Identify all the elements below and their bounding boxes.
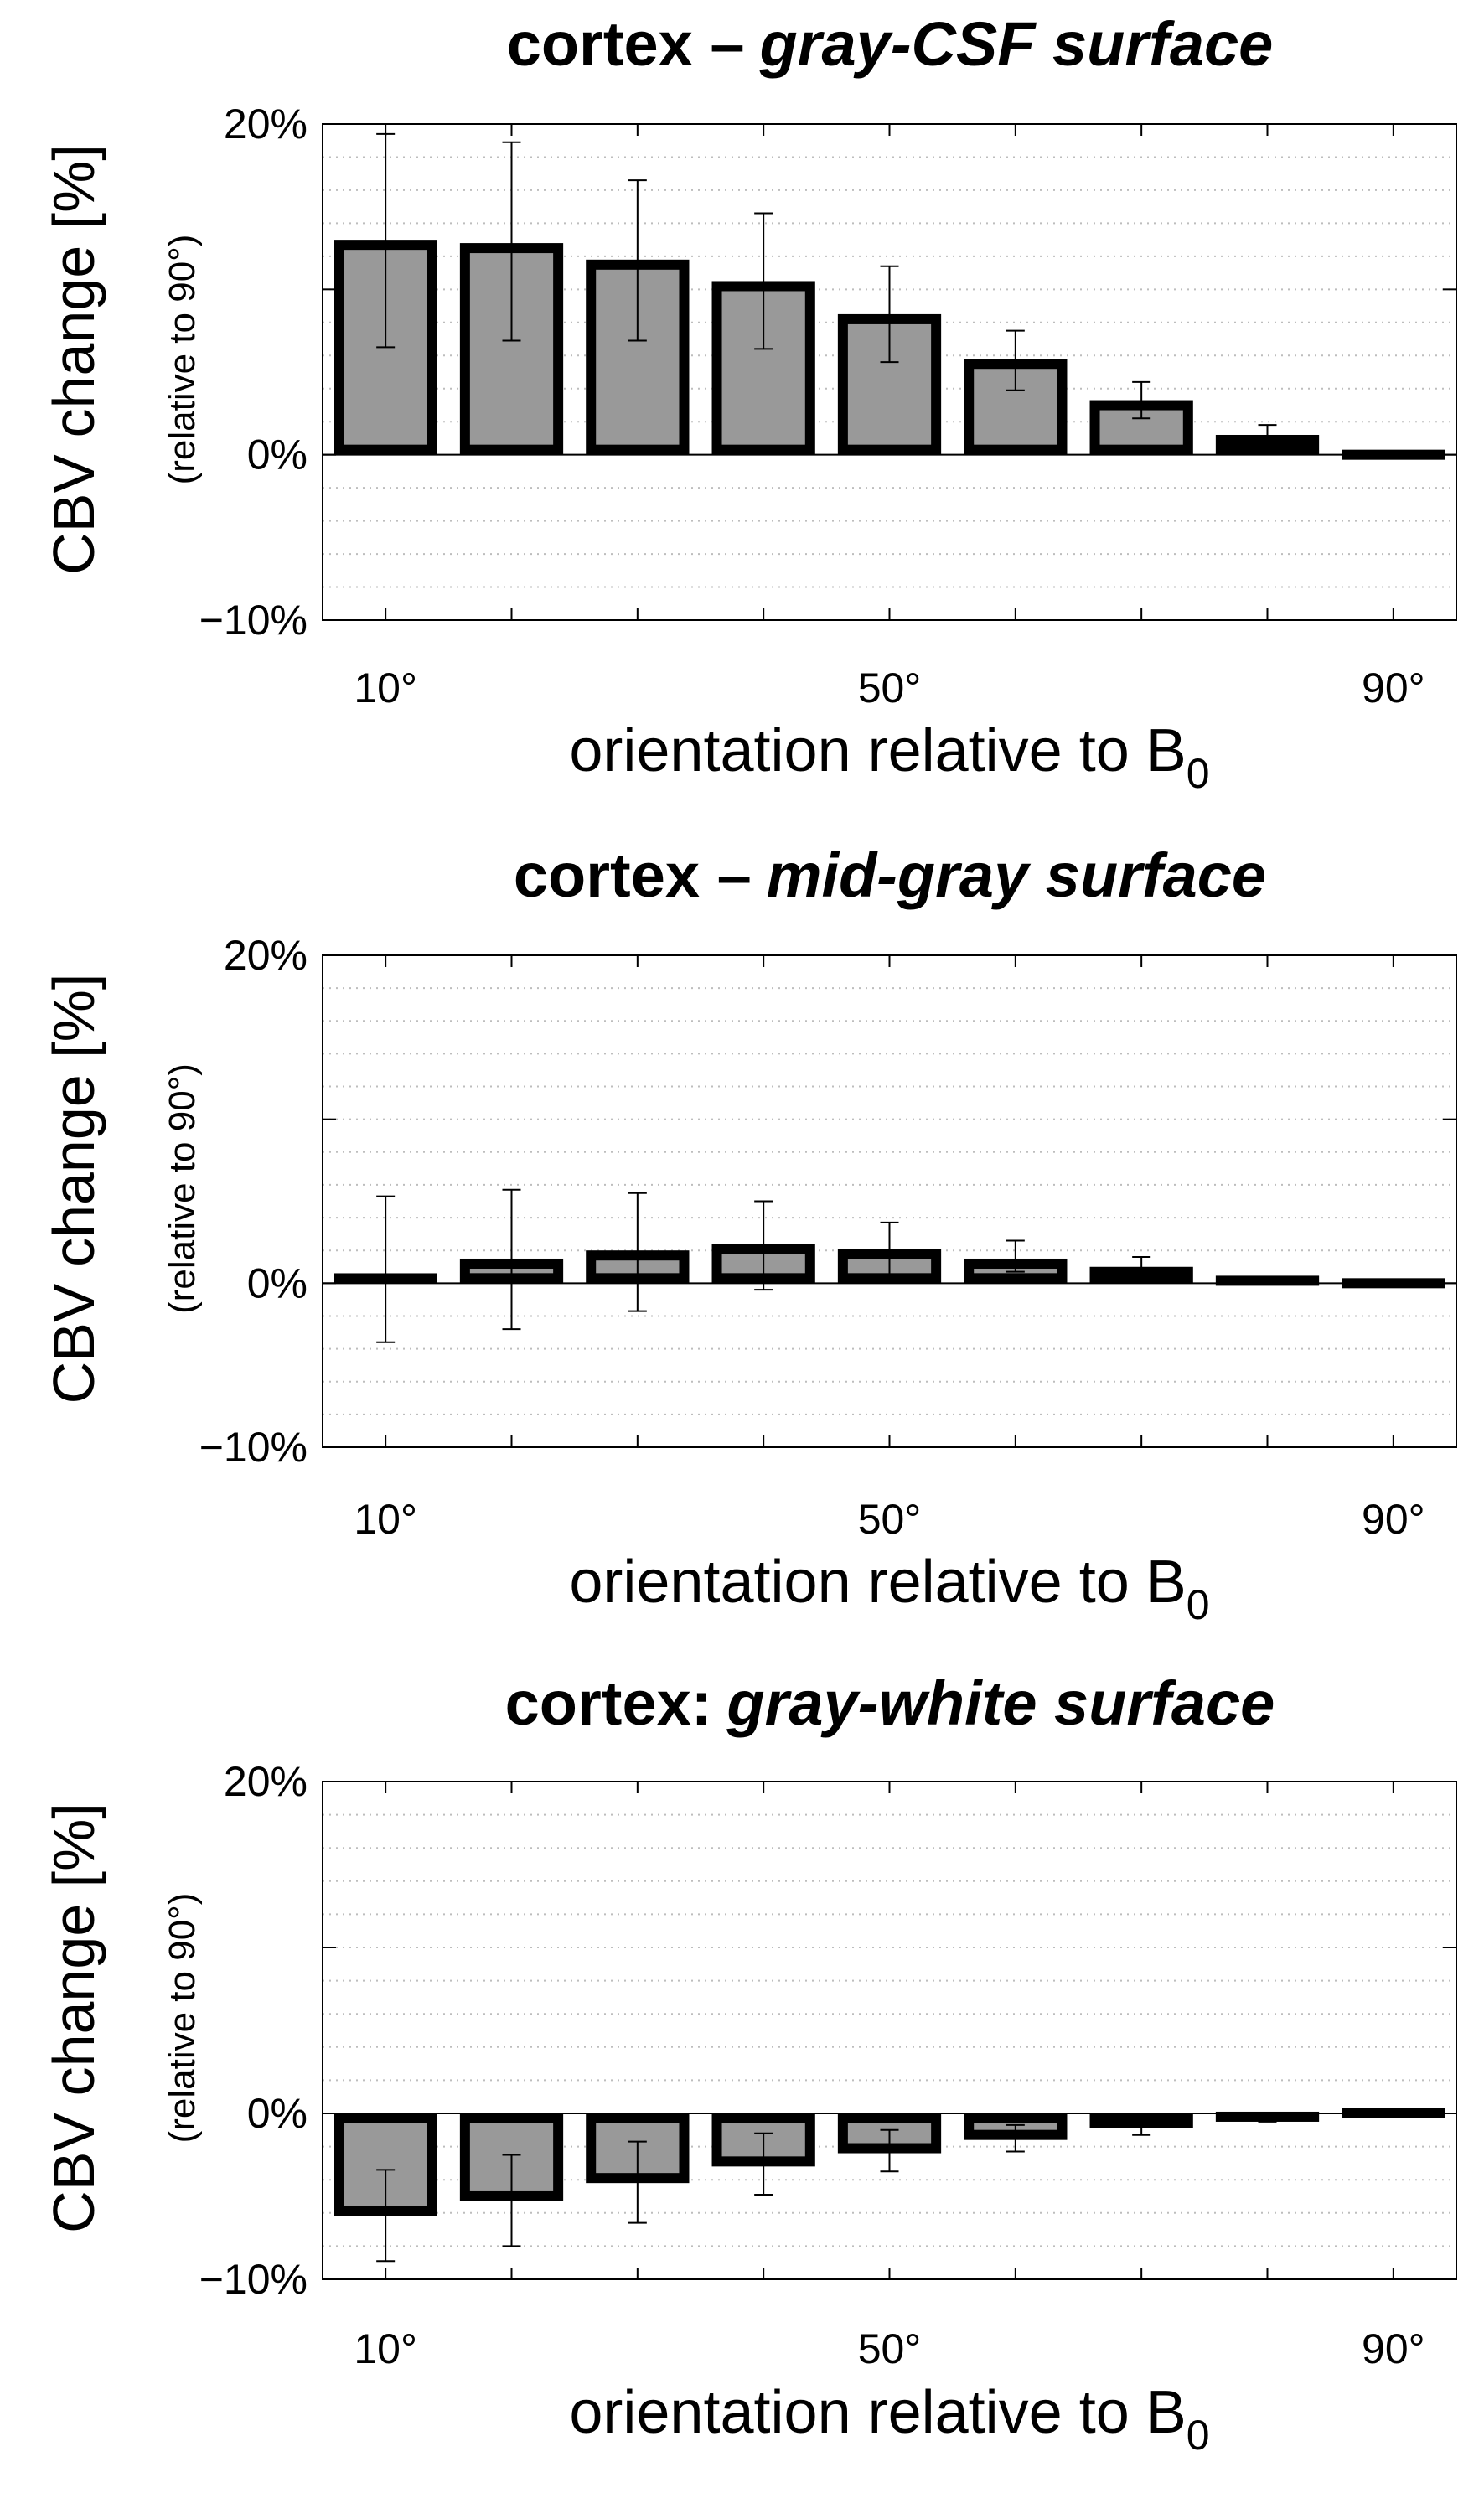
y-tick-label: 0% [247, 432, 308, 478]
error-bar [502, 2154, 521, 2247]
x-axis-label: orientation relative to B0 [569, 1549, 1209, 1628]
error-bar [1132, 1256, 1151, 1276]
title-main: cortex: [505, 1668, 712, 1738]
y-axis-label: CBV change [%] [41, 1803, 106, 2233]
error-bar [376, 2169, 396, 2263]
y-tick-label: −10% [199, 2256, 308, 2303]
error-bar [1132, 2118, 1151, 2136]
x-axis-label-text: orientation relative to B [569, 1549, 1186, 1616]
x-axis-label-text: orientation relative to B [569, 2379, 1186, 2446]
minor-grid [323, 987, 1456, 1415]
error-bar [754, 212, 773, 350]
y-tick-label: 0% [247, 1259, 308, 1306]
x-tick-label: 90° [1362, 2325, 1425, 2372]
y-axis-sublabel: (relative to 90°) [162, 1063, 203, 1314]
bar [586, 259, 690, 455]
y-tick-label: −10% [199, 1424, 308, 1471]
y-tick-label: −10% [199, 597, 308, 644]
x-tick-label: 50° [858, 1496, 922, 1543]
error-bar [880, 1221, 899, 1276]
error-bar [1006, 329, 1025, 391]
y-axis-sublabel: (relative to 90°) [162, 1893, 203, 2144]
x-axis-label-subscript: 0 [1187, 750, 1210, 797]
x-tick-label: 50° [858, 665, 922, 711]
error-bar [502, 141, 521, 342]
y-tick-label: 0% [247, 2090, 308, 2137]
chart-title: cortex – gray-CSF surface [507, 9, 1274, 79]
x-axis-label-subscript: 0 [1187, 2412, 1210, 2459]
axes-box [322, 954, 1457, 1448]
error-bar [880, 2128, 899, 2173]
error-bar [754, 1200, 773, 1291]
y-axis-label: CBV change [%] [41, 974, 106, 1404]
error-bar [376, 1195, 396, 1343]
chart-title: cortex – mid-gray surface [514, 840, 1266, 910]
title-main: cortex – [507, 9, 745, 79]
chart-panel-1: cortex – gray-CSF surface 20% 0% −10% 10° 50° 9… [41, 9, 1457, 797]
title-emphasis: gray-white surface [726, 1668, 1275, 1738]
x-axis-label-text: orientation relative to B [569, 717, 1186, 784]
x-tick-label: 90° [1362, 665, 1425, 711]
y-tick-label: 20% [224, 101, 308, 147]
y-axis-label: CBV change [%] [41, 144, 106, 575]
error-bar [502, 1188, 521, 1331]
x-tick-label: 50° [858, 2325, 922, 2372]
x-axis-label: orientation relative to B0 [569, 2379, 1209, 2459]
chart-panel-2: cortex – mid-gray surface 20% 0% −10% 10° 50° 9… [41, 840, 1457, 1628]
y-axis-sublabel: (relative to 90°) [162, 235, 203, 485]
error-bar [880, 265, 899, 364]
y-tick-label: 20% [224, 1758, 308, 1805]
x-tick-label: 10° [354, 665, 417, 711]
title-main: cortex – [514, 840, 752, 910]
error-bar [628, 179, 647, 342]
error-bar [628, 1192, 647, 1312]
x-axis-label-subscript: 0 [1187, 1581, 1210, 1628]
error-bar [628, 2140, 647, 2224]
chart-panel-3: cortex: gray-white surface 20% 0% −10% 10° 50°… [41, 1668, 1457, 2459]
error-bar [1258, 1275, 1277, 1281]
title-emphasis: mid-gray surface [767, 840, 1266, 910]
axes-box [322, 1781, 1457, 2280]
error-bar [1132, 380, 1151, 420]
error-bar [754, 2132, 773, 2196]
error-bar [1258, 424, 1277, 446]
error-bar [1006, 1239, 1025, 1273]
x-tick-label: 10° [354, 1496, 417, 1543]
error-bar [1006, 2123, 1025, 2153]
y-tick-label: 20% [224, 932, 308, 979]
title-emphasis: gray-CSF surface [759, 9, 1274, 79]
error-bar [1258, 2115, 1277, 2123]
x-tick-label: 90° [1362, 1496, 1425, 1543]
x-tick-label: 10° [354, 2325, 417, 2372]
chart-title: cortex: gray-white surface [505, 1668, 1275, 1738]
x-axis-label: orientation relative to B0 [569, 717, 1209, 797]
